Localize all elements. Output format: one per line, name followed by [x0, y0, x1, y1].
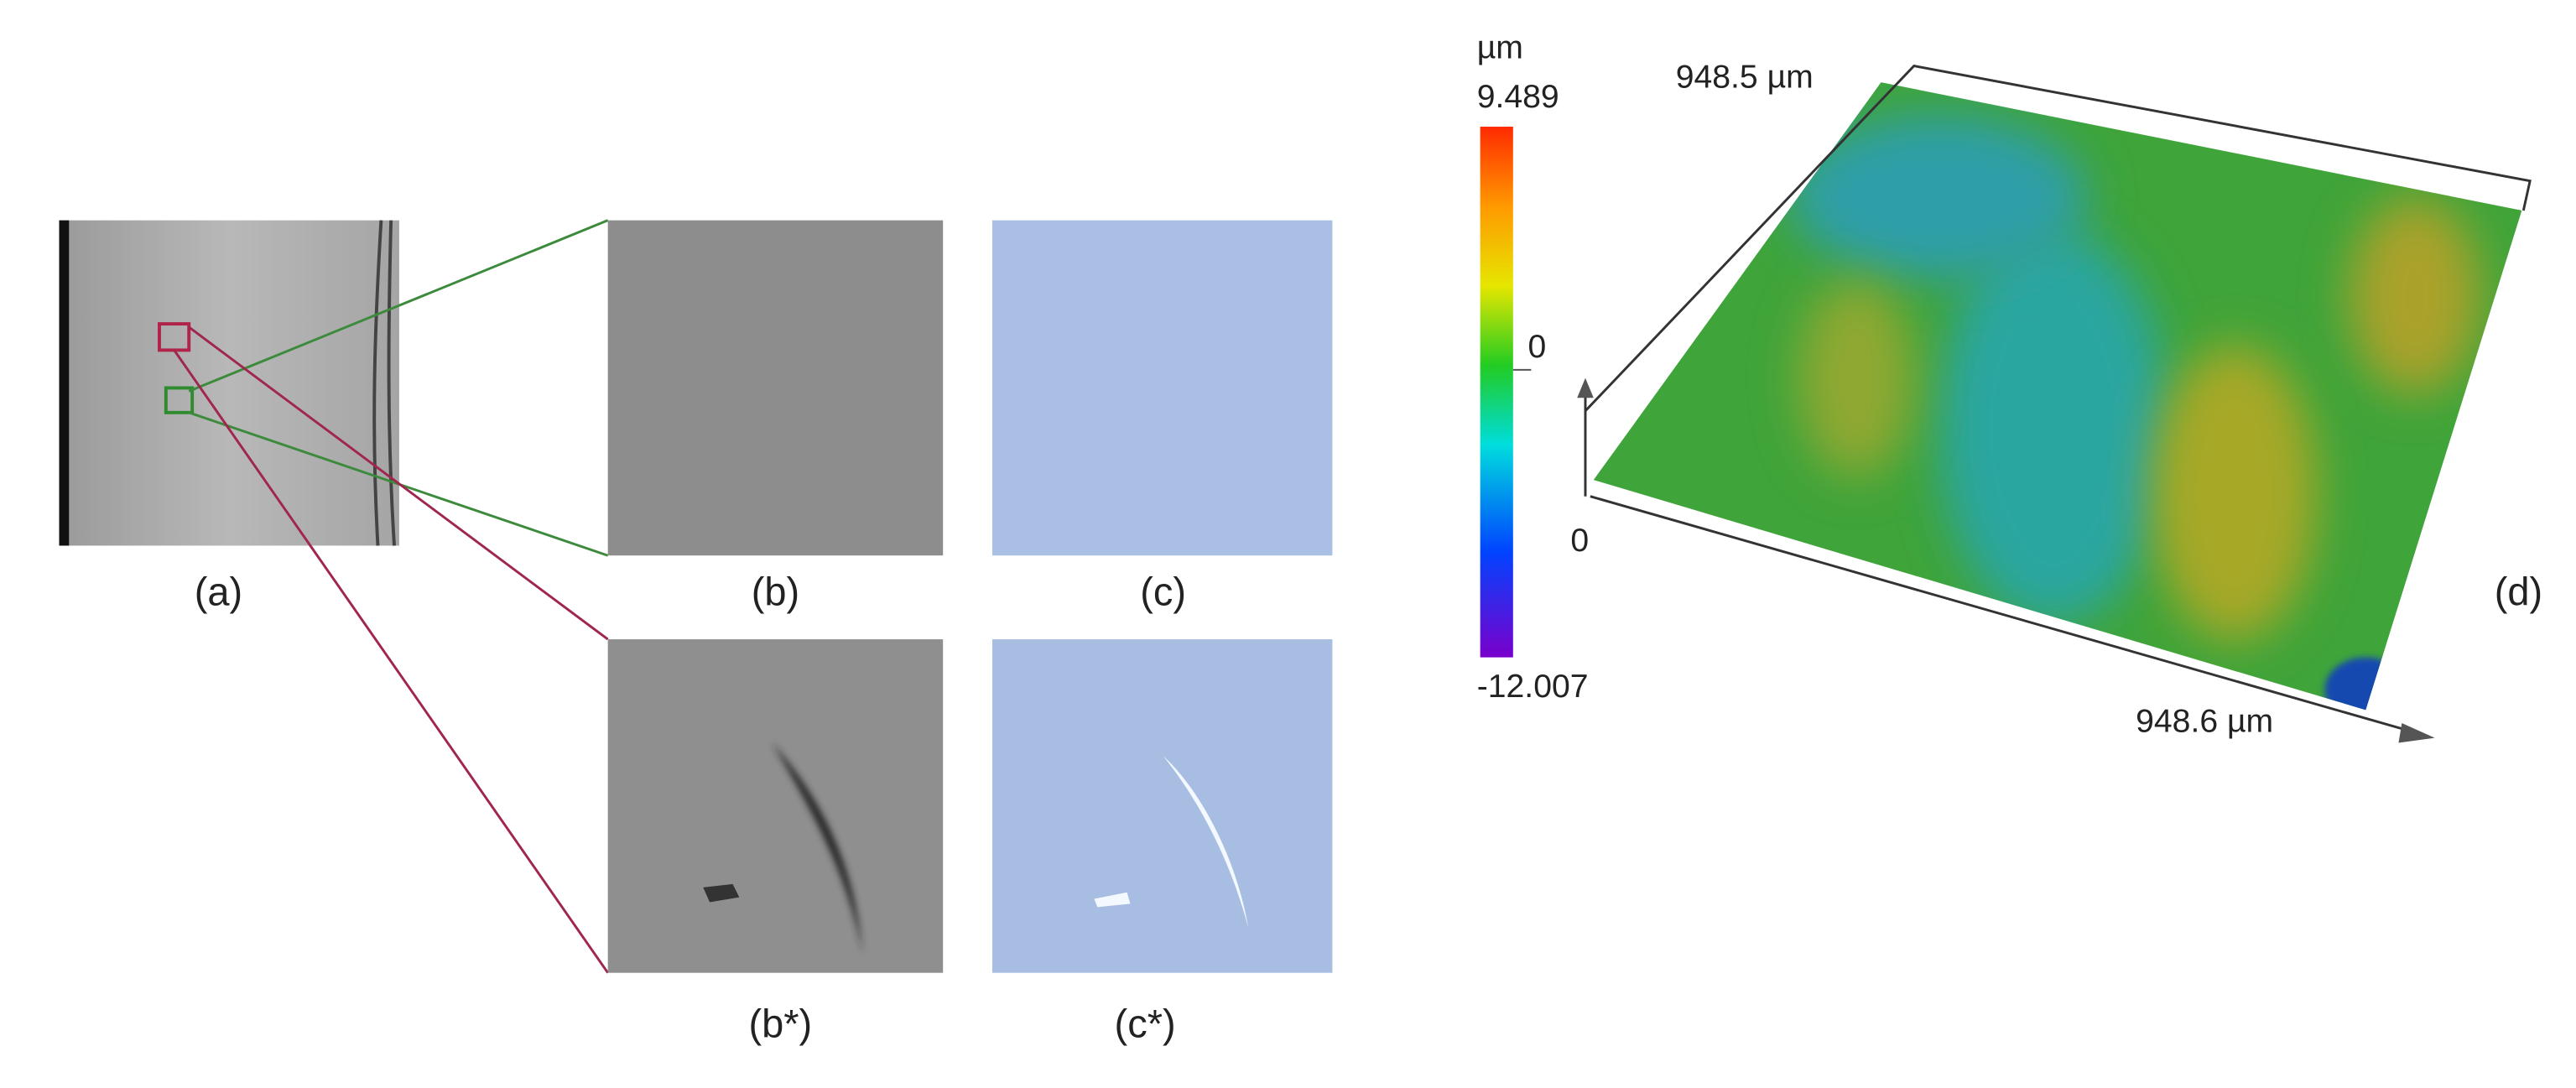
x-axis — [1590, 495, 2429, 738]
surface-high — [2152, 345, 2317, 642]
surface-low — [1939, 230, 2169, 625]
surface-high — [1798, 279, 1914, 477]
image-c — [991, 220, 1333, 556]
panel-label: (b*) — [748, 1002, 812, 1046]
panel-label: (c) — [1140, 570, 1186, 614]
image-b-star — [607, 639, 944, 973]
colorbar — [1480, 127, 1513, 658]
panel-label: (a) — [195, 570, 242, 614]
axis-label: 0 — [1570, 523, 1589, 559]
surface-high — [2349, 197, 2481, 395]
colorbar-min: -12.007 — [1477, 669, 1589, 705]
image-a — [59, 220, 399, 546]
axis-arrow — [1577, 377, 1594, 398]
defect-c-star — [1094, 892, 1131, 908]
colorbar-unit: µm — [1477, 29, 1523, 65]
surface-low — [1790, 115, 2087, 280]
roi-green — [164, 386, 195, 414]
surface-low — [2324, 657, 2407, 711]
image-a-scratch — [372, 220, 397, 546]
image-c-star — [991, 639, 1333, 973]
image-b — [607, 220, 944, 556]
axis-label: 948.6 µm — [2136, 703, 2273, 739]
colorbar-mid: 0 — [1527, 329, 1546, 365]
panel-label: (b) — [752, 570, 799, 614]
axis-label: 948.5 µm — [1676, 60, 1814, 96]
surface-box — [1584, 64, 2532, 738]
box-edge — [1584, 64, 2532, 412]
image-a-edge — [59, 220, 70, 546]
axis-arrow — [2398, 722, 2435, 743]
zoom-line — [173, 349, 609, 974]
panel-label: (d) — [2495, 570, 2542, 614]
panel-label: (c*) — [1115, 1002, 1176, 1046]
colorbar-max: 9.489 — [1477, 79, 1559, 115]
zoom-line — [188, 219, 609, 393]
defect-b-star — [703, 883, 740, 903]
surface — [1593, 82, 2522, 711]
zoom-line — [188, 325, 609, 641]
